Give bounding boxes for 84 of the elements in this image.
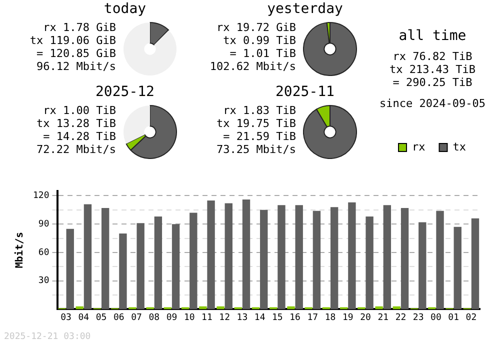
text: tx 13.28 TiB xyxy=(36,117,116,130)
x-tick-label: 17 xyxy=(307,312,318,323)
text: 73.25 Mbit/s xyxy=(216,143,296,156)
x-tick-label: 13 xyxy=(236,312,248,323)
x-tick-label: 15 xyxy=(272,312,283,323)
y-axis-title: Mbit/s xyxy=(14,232,26,268)
x-tick-label: 21 xyxy=(378,312,389,323)
chart-title: 2025-12 xyxy=(94,84,156,100)
bar xyxy=(366,216,374,310)
y-tick-label: 30 xyxy=(38,276,50,286)
x-tick-label: 06 xyxy=(113,312,124,323)
bar xyxy=(199,306,207,310)
x-tick-label: 00 xyxy=(430,312,442,323)
bar xyxy=(207,200,215,310)
bar xyxy=(84,204,92,310)
x-tick-label: 01 xyxy=(448,312,459,323)
bar xyxy=(375,306,383,310)
text: = 14.28 TiB xyxy=(43,130,116,143)
chart-title: 2025-11 xyxy=(274,84,336,100)
bar xyxy=(278,205,286,310)
text: = 1.01 TiB xyxy=(230,47,296,60)
bar xyxy=(172,224,180,310)
text: rx 19.72 GiB xyxy=(216,21,296,34)
text: tx 0.99 TiB xyxy=(223,34,296,47)
x-tick-label: 14 xyxy=(254,312,266,323)
bar xyxy=(436,210,444,310)
bar xyxy=(418,222,426,310)
x-tick-label: 18 xyxy=(324,312,336,323)
bar xyxy=(348,202,356,310)
y-tick-label: 90 xyxy=(38,219,50,230)
x-tick-label: 10 xyxy=(184,312,195,323)
text: since 2024-09-05 xyxy=(378,97,486,110)
bar xyxy=(119,234,127,310)
bar xyxy=(224,203,232,310)
bar xyxy=(287,306,295,310)
x-tick-label: 19 xyxy=(342,312,354,323)
text: tx 119.06 GiB xyxy=(30,34,116,47)
text: rx 1.00 TiB xyxy=(43,104,116,117)
bar xyxy=(216,306,224,310)
bar xyxy=(471,218,480,310)
legend-label: rx xyxy=(412,140,426,154)
bar xyxy=(454,226,462,310)
x-tick-label: 07 xyxy=(131,312,142,323)
bar xyxy=(66,228,74,310)
x-tick-label: 22 xyxy=(395,312,406,323)
bar xyxy=(242,200,250,310)
text: all time xyxy=(398,28,468,44)
text: = 120.85 GiB xyxy=(36,47,116,60)
legend-label: tx xyxy=(452,140,466,154)
text: rx 1.83 TiB xyxy=(223,104,296,117)
x-tick-label: 05 xyxy=(96,312,107,323)
x-tick-label: 11 xyxy=(202,312,212,323)
x-tick-label: 08 xyxy=(148,312,160,323)
chart-title: yesterday xyxy=(266,1,344,17)
text: rx 76.82 TiB xyxy=(392,50,474,63)
text: tx 19.75 TiB xyxy=(216,117,296,130)
chart-title: today xyxy=(102,1,148,17)
y-tick-label: 60 xyxy=(38,248,50,258)
bar xyxy=(190,212,198,310)
bar xyxy=(260,210,268,310)
x-tick-label: 02 xyxy=(466,312,477,323)
bar xyxy=(101,208,110,310)
bar xyxy=(330,207,338,310)
bar xyxy=(295,205,303,310)
text: 102.62 Mbit/s xyxy=(210,60,296,73)
x-tick-label: 20 xyxy=(360,312,371,323)
bar xyxy=(136,223,144,310)
x-tick-label: 23 xyxy=(412,312,424,323)
bar xyxy=(154,216,162,310)
text: 96.12 Mbit/s xyxy=(36,60,116,73)
text: 72.22 Mbit/s xyxy=(36,143,116,156)
x-tick-label: 09 xyxy=(166,312,178,323)
bar xyxy=(400,208,409,310)
x-tick-label: 04 xyxy=(78,312,90,323)
text: tx 213.43 TiB xyxy=(388,63,477,76)
text: = 21.59 TiB xyxy=(223,130,296,143)
y-tick-label: 120 xyxy=(32,191,50,202)
text: = 290.25 TiB xyxy=(392,76,474,89)
x-tick-label: 16 xyxy=(290,312,300,323)
bar xyxy=(312,210,321,310)
x-tick-label: 03 xyxy=(60,312,72,323)
x-tick-label: 12 xyxy=(219,312,230,323)
bar xyxy=(383,205,392,310)
text: rx 1.78 GiB xyxy=(43,21,116,34)
